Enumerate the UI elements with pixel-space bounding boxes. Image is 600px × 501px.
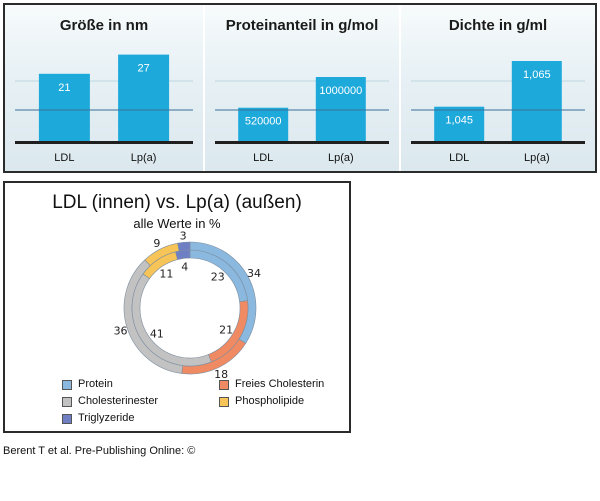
category-label: Lp(a) [524,152,550,164]
bar-value-label: 520000 [245,116,282,128]
bar-lpa [511,61,562,141]
bar-value-label: 27 [137,63,149,75]
chart-title: Größe in nm [59,17,149,34]
outer-ring-value-label: 9 [153,237,160,250]
outer-ring-value-label: 18 [214,368,228,381]
bar-value-label: 1,045 [445,115,473,127]
density-bar-chart: 1,045 LDL 1,065 Lp(a) [411,61,585,164]
category-label: LDL [449,152,469,164]
legend-label: Triglyzeride [78,412,135,424]
legend-label: Cholesterinester [78,395,159,407]
legend-label: Freies Cholesterin [235,378,325,390]
panel-divider [399,5,401,171]
donut-subtitle: alle Werte in % [133,216,221,231]
bar-lpa [118,54,170,141]
protein-bar-chart: 520000 LDL 1000000 Lp(a) [215,77,389,164]
panel-divider [203,5,205,171]
inner-ring-slice [175,249,191,260]
category-label: Lp(a) [328,152,354,164]
baseline [15,141,193,144]
density-chart-panel: Dichte in g/ml 1,045 LDL 1,065 Lp(a) [401,5,595,171]
protein-chart-panel: Proteinanteil in g/mol 520000 LDL 1000000 L… [205,5,399,171]
bar-lpa [315,77,366,141]
chart-title: Dichte in g/ml [448,17,548,34]
baseline [215,141,389,144]
legend-label: Protein [78,378,113,390]
legend-swatch [219,380,229,390]
inner-ring-value-label: 4 [181,260,188,273]
inner-ring-value-label: 41 [150,328,164,341]
bar-ldl [38,73,90,141]
inner-ring-value-label: 21 [219,323,233,336]
category-label: Lp(a) [131,152,157,164]
bar-ldl [238,107,289,141]
category-label: LDL [54,152,74,164]
source-credit: Berent T et al. Pre-Publishing Online: © [3,445,196,457]
legend-swatch [62,414,72,424]
size-bar-chart: 21 LDL 27 Lp(a) [15,54,193,164]
legend-swatch [62,397,72,407]
donut-title: LDL (innen) vs. Lp(a) (außen) [52,192,302,213]
bar-charts-frame: Größe in nm 21 LDL 27 Lp(a) Proteinanteil i… [3,3,597,173]
outer-ring-value-label: 3 [180,229,187,242]
bar-value-label: 1,065 [523,69,551,81]
legend-swatch [62,380,72,390]
size-chart-panel: Größe in nm 21 LDL 27 Lp(a) [5,5,203,171]
legend-swatch [219,397,229,407]
composition-donut-chart: 34 18 36 9 3 23 21 41 11 4 [114,229,261,381]
baseline [411,141,585,144]
inner-ring-value-label: 11 [159,267,173,280]
inner-ring-value-label: 23 [211,270,225,283]
composition-chart-frame: LDL (innen) vs. Lp(a) (außen) alle Werte… [3,181,351,433]
legend-label: Phospholipide [235,395,305,407]
bar-value-label: 1000000 [319,85,362,97]
outer-ring-slice [177,241,191,252]
outer-ring-value-label: 34 [247,267,261,280]
bar-value-label: 21 [58,82,70,94]
chart-title: Proteinanteil in g/mol [225,17,379,34]
bar-ldl [434,106,485,141]
outer-ring-value-label: 36 [114,325,128,338]
category-label: LDL [253,152,273,164]
